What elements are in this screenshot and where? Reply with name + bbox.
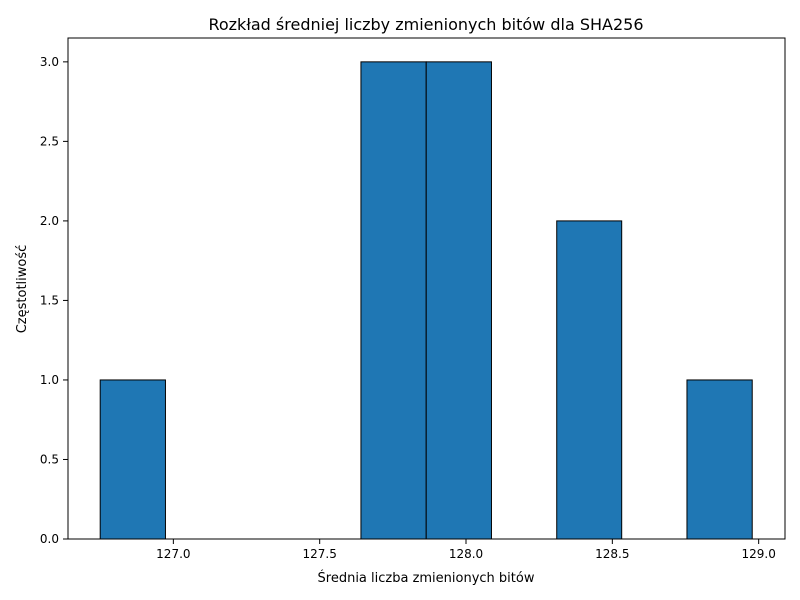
chart-title: Rozkład średniej liczby zmienionych bitó…: [208, 15, 643, 34]
x-tick-label: 128.0: [449, 547, 483, 561]
x-axis: 127.0 127.5 128.0 128.5 129.0: [156, 539, 776, 561]
y-tick-label: 1.5: [40, 293, 59, 307]
x-axis-label: Średnia liczba zmienionych bitów: [318, 570, 535, 586]
histogram-bar-0: [99, 379, 166, 540]
x-tick-label: 129.0: [741, 547, 775, 561]
y-axis-label: Częstotliwość: [15, 245, 30, 334]
y-tick-label: 2.0: [40, 214, 59, 228]
y-tick-label: 3.0: [40, 55, 59, 69]
y-tick-label: 1.0: [40, 373, 59, 387]
plot-frame: [67, 37, 786, 540]
y-tick-label: 0.5: [40, 452, 59, 466]
bars-group: [99, 61, 753, 540]
histogram-bar-4: [360, 61, 427, 540]
y-tick-label: 0.0: [40, 532, 59, 546]
y-tick-label: 2.5: [40, 134, 59, 148]
histogram-bar-5: [425, 61, 492, 540]
x-tick-label: 127.0: [156, 547, 190, 561]
x-tick-label: 128.5: [595, 547, 629, 561]
x-tick-label: 127.5: [303, 547, 337, 561]
histogram-bar-9: [686, 379, 753, 540]
histogram-bar-7: [556, 220, 623, 540]
y-axis: 0.0 0.5 1.0 1.5 2.0 2.5 3.0: [40, 55, 68, 546]
